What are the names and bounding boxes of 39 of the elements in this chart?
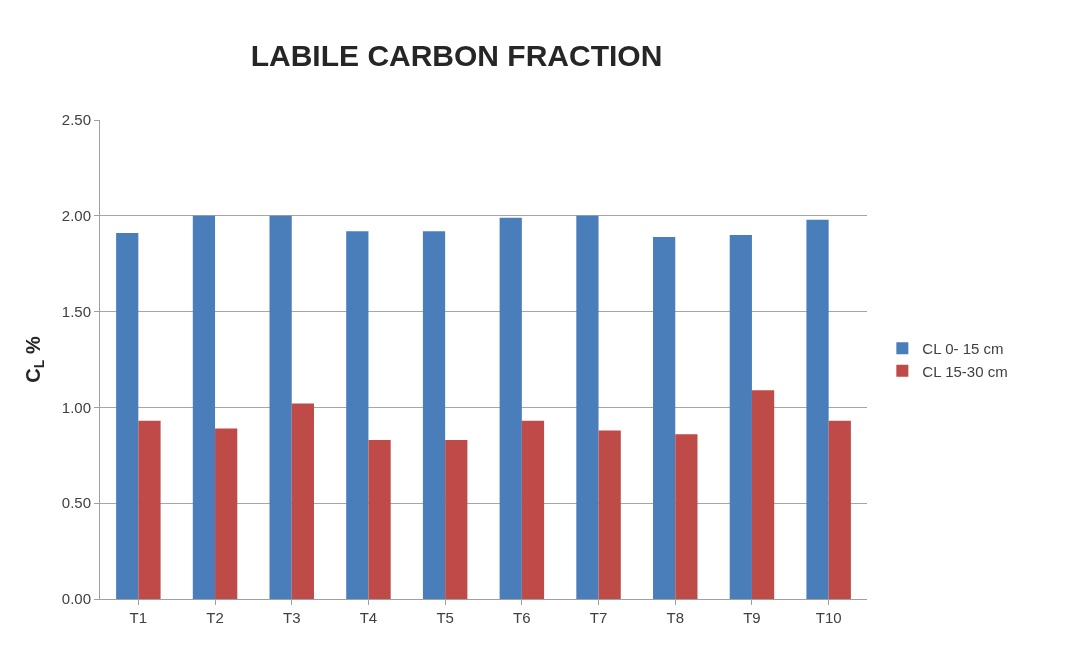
x-tick-label: T10 (815, 609, 842, 626)
bar (521, 420, 545, 599)
y-tick-label: 1.00 (61, 398, 91, 416)
y-tick-label: 1.50 (61, 302, 91, 320)
bar (598, 430, 621, 599)
x-tick-label: T3 (282, 609, 301, 626)
bar (499, 217, 522, 599)
x-tick-label: T4 (359, 609, 378, 626)
y-tick-label: 0.00 (61, 590, 91, 608)
bar (215, 428, 238, 599)
bar (653, 236, 676, 599)
bar (192, 215, 216, 599)
bar (368, 439, 391, 599)
legend-label: CL 15-30 cm (922, 362, 1008, 380)
x-tick-label: T1 (129, 609, 148, 626)
x-tick-label: T5 (436, 609, 454, 626)
bar (269, 215, 292, 599)
bar (675, 434, 698, 599)
x-tick-label: T7 (589, 609, 608, 626)
bar (729, 234, 752, 599)
y-tick-label: 0.50 (61, 494, 91, 512)
bar (445, 439, 468, 599)
x-tick-label: T9 (743, 609, 761, 626)
y-tick-label: 2.00 (61, 207, 91, 225)
x-tick-label: T2 (206, 609, 224, 626)
bar (116, 233, 139, 599)
bar (138, 420, 161, 599)
chart-title: LABILE CARBON FRACTION (250, 39, 663, 73)
bar (751, 390, 775, 599)
bar (422, 231, 446, 599)
bar (346, 231, 369, 599)
legend-label: CL 0- 15 cm (922, 340, 1004, 358)
bar (806, 219, 829, 599)
bar (828, 420, 851, 599)
x-tick-label: T6 (513, 609, 531, 626)
bar (576, 215, 599, 599)
x-tick-label: T8 (666, 609, 685, 626)
bar (291, 403, 314, 599)
y-tick-label: 2.50 (61, 111, 91, 129)
